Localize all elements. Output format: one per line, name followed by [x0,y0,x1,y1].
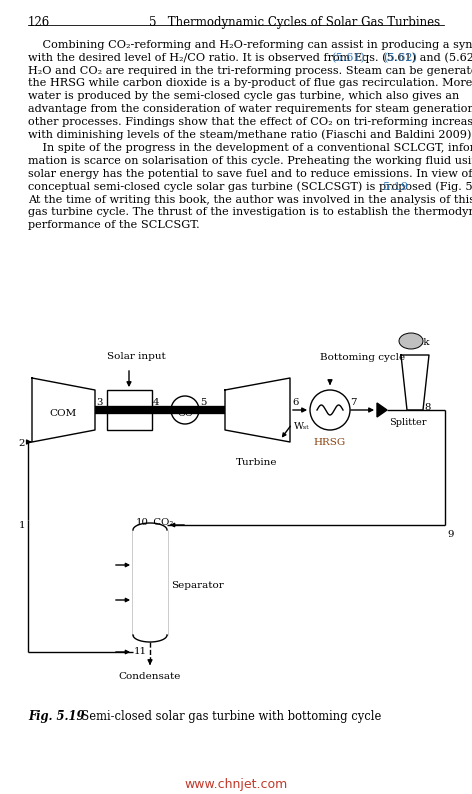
Text: Solar input: Solar input [107,352,166,361]
Text: H₂O and CO₂ are required in the tri-reforming process. Steam can be generated by: H₂O and CO₂ are required in the tri-refo… [28,66,472,75]
Text: Turbine: Turbine [236,458,278,467]
Polygon shape [32,378,95,442]
Text: HRSG: HRSG [314,438,346,447]
Text: Combining CO₂-reforming and H₂O-reforming can assist in producing a syngas: Combining CO₂-reforming and H₂O-reformin… [28,40,472,50]
Ellipse shape [399,333,423,349]
Text: Fig. 5.19: Fig. 5.19 [28,710,84,723]
Text: Bottoming cycle: Bottoming cycle [320,353,405,362]
Text: (5.61): (5.61) [331,52,365,63]
Text: Semi-closed solar gas turbine with bottoming cycle: Semi-closed solar gas turbine with botto… [74,710,381,723]
Text: 10: 10 [136,518,149,527]
Text: 3: 3 [96,398,102,407]
Bar [133,530,168,635]
Text: 9: 9 [447,530,454,539]
Polygon shape [401,355,429,410]
Text: 1: 1 [18,521,25,530]
Text: 2: 2 [18,438,25,448]
Text: 7: 7 [350,398,356,407]
Text: with diminishing levels of the steam/methane ratio (Fiaschi and Baldini 2009).: with diminishing levels of the steam/met… [28,129,472,141]
Text: performance of the SCLCSGT.: performance of the SCLCSGT. [28,220,200,230]
Text: 6: 6 [292,398,298,407]
Text: solar energy has the potential to save fuel and to reduce emissions. In view of : solar energy has the potential to save f… [28,169,472,179]
Text: with the desired level of H₂/CO ratio. It is observed from Eqs. (5.61) and (5.62: with the desired level of H₂/CO ratio. I… [28,52,472,64]
Text: Wₛₜ: Wₛₜ [294,422,310,431]
Text: Separator: Separator [171,580,224,589]
Text: In spite of the progress in the development of a conventional SCLCGT, infor-: In spite of the progress in the developm… [28,144,472,153]
Text: advantage from the consideration of water requirements for steam generation and: advantage from the consideration of wate… [28,104,472,114]
Text: mation is scarce on solarisation of this cycle. Preheating the working fluid usi: mation is scarce on solarisation of this… [28,156,472,166]
Text: COM: COM [50,408,76,418]
Text: Condensate: Condensate [119,672,181,681]
Text: water is produced by the semi-closed cycle gas turbine, which also gives an: water is produced by the semi-closed cyc… [28,91,459,101]
Text: (5.62): (5.62) [383,52,417,63]
Text: 126: 126 [28,16,50,29]
Text: CO₂: CO₂ [150,518,173,527]
Polygon shape [377,403,387,417]
Text: 5: 5 [200,398,206,407]
Circle shape [171,396,199,424]
Text: the HRSG while carbon dioxide is a by-product of flue gas recirculation. Moreove: the HRSG while carbon dioxide is a by-pr… [28,79,472,88]
Text: 4: 4 [153,398,160,407]
Text: At the time of writing this book, the author was involved in the analysis of thi: At the time of writing this book, the au… [28,195,472,205]
Text: conceptual semi-closed cycle solar gas turbine (SCLCSGT) is proposed (Fig. 5.19): conceptual semi-closed cycle solar gas t… [28,182,472,192]
Text: www.chnjet.com: www.chnjet.com [185,778,287,791]
Text: 8: 8 [424,403,430,413]
Circle shape [310,390,350,430]
Text: Stack: Stack [400,338,430,347]
Polygon shape [225,378,290,442]
Text: CC: CC [177,410,193,418]
Text: other processes. Findings show that the effect of CO₂ on tri-reforming increases: other processes. Findings show that the … [28,117,472,127]
Bar [107,390,152,430]
Text: 11: 11 [134,647,147,656]
Text: 5.19: 5.19 [383,182,408,192]
Text: gas turbine cycle. The thrust of the investigation is to establish the thermodyn: gas turbine cycle. The thrust of the inv… [28,207,472,218]
Text: Splitter: Splitter [389,418,427,427]
Text: 5   Thermodynamic Cycles of Solar Gas Turbines: 5 Thermodynamic Cycles of Solar Gas Turb… [149,16,440,29]
